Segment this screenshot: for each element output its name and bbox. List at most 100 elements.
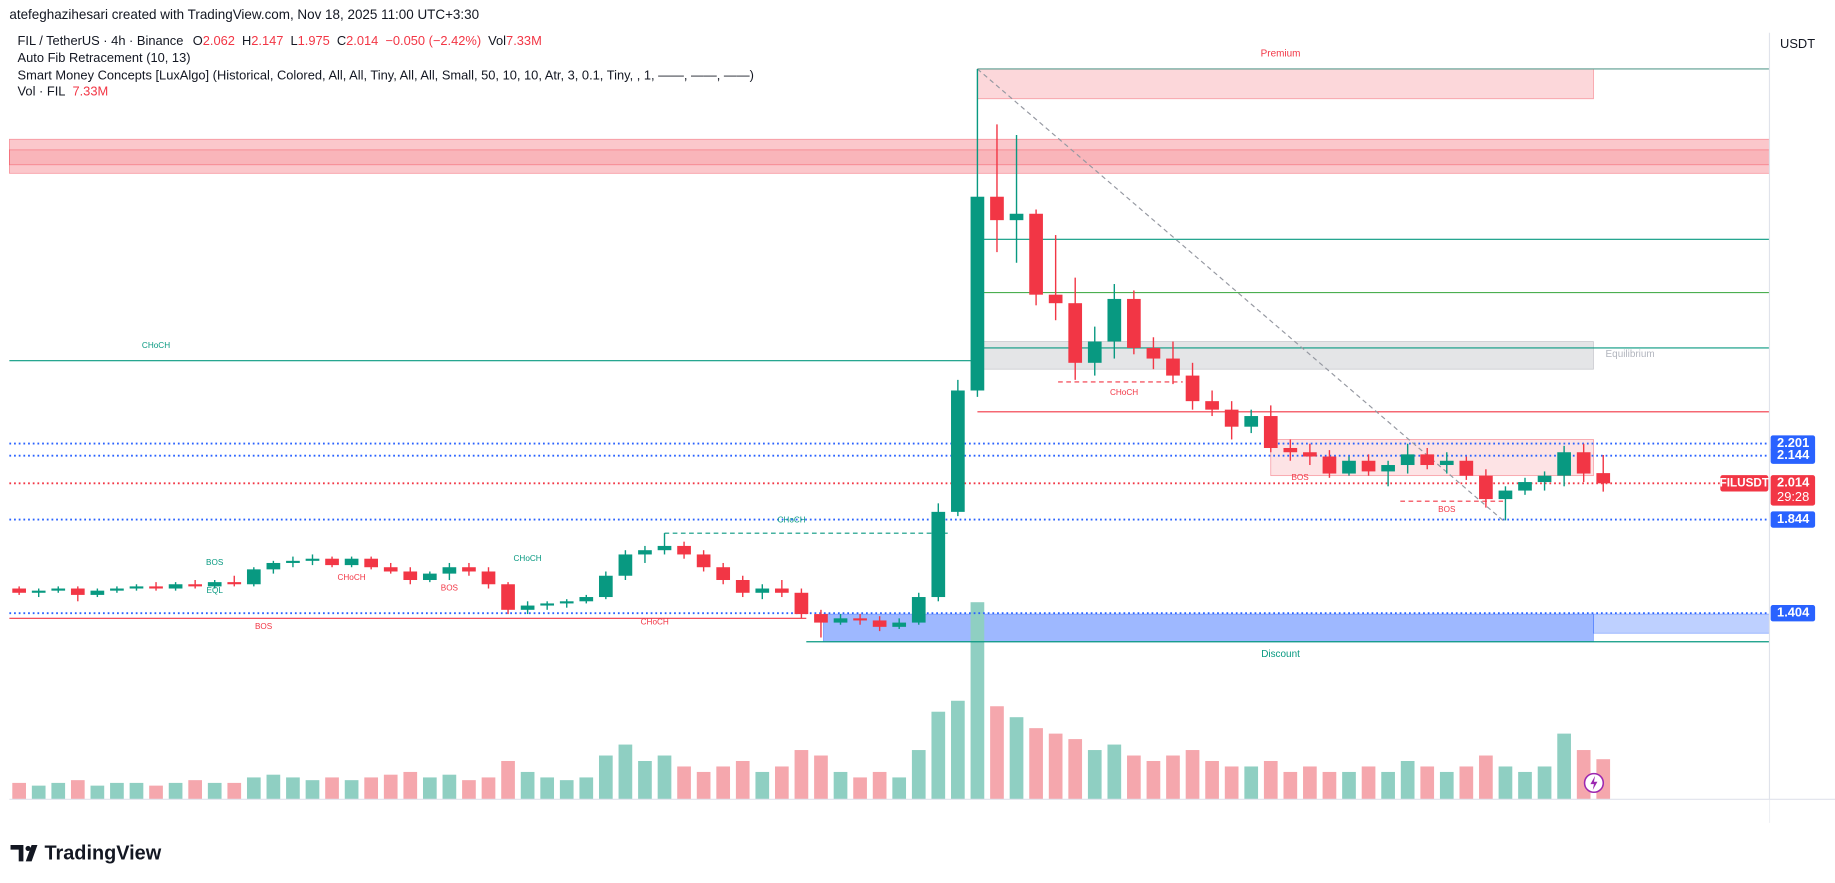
- vol-name: Vol · FIL: [18, 84, 66, 99]
- candle-body: [1498, 490, 1513, 500]
- volume-bar: [1283, 771, 1298, 800]
- volume-bar: [1303, 766, 1317, 800]
- volume-bar: [540, 777, 555, 800]
- candle-body: [892, 622, 907, 627]
- candle-body: [168, 584, 183, 589]
- candle-body: [149, 586, 163, 589]
- candle-body: [1459, 460, 1474, 476]
- price-label: 1.844: [1777, 511, 1810, 526]
- candle-body: [1400, 454, 1415, 466]
- price-label-box: [1770, 605, 1816, 622]
- candle-body: [422, 573, 437, 581]
- candle-body: [1576, 452, 1591, 474]
- volume-bar: [1127, 755, 1141, 800]
- volume-bar: [579, 777, 594, 800]
- candle-body: [442, 567, 457, 574]
- volume-bar: [1342, 771, 1356, 800]
- volume-bar: [286, 777, 300, 800]
- volume-bar: [559, 780, 574, 800]
- candle-body: [325, 558, 339, 566]
- candle-body: [1029, 213, 1043, 295]
- volume-bar: [364, 777, 379, 800]
- indicator: Auto Fib Retracement (10, 13): [18, 50, 191, 65]
- volume-bar: [892, 777, 907, 800]
- annotation: BOS: [1291, 473, 1309, 482]
- volume-bar: [1498, 766, 1513, 800]
- candle-body: [618, 554, 633, 576]
- candle-body: [1263, 416, 1278, 448]
- candle-body: [853, 618, 867, 621]
- candles: [12, 68, 1611, 638]
- candle-body: [1322, 456, 1337, 474]
- price-label: 2.014: [1777, 475, 1810, 490]
- volume-bar: [814, 755, 828, 800]
- annotation: BOS: [441, 584, 459, 593]
- volume-bar: [1479, 755, 1493, 800]
- volume-bar: [422, 777, 437, 800]
- volume-bar: [1557, 733, 1571, 800]
- volume-bar: [501, 760, 515, 800]
- annotation: CHoCH: [142, 341, 170, 350]
- candle-body: [462, 567, 476, 572]
- candle-body: [110, 588, 124, 591]
- zone: [977, 68, 1594, 100]
- candle-body: [598, 575, 613, 598]
- annotation: Premium: [1261, 49, 1301, 60]
- candle-body: [638, 550, 652, 555]
- candle-body: [188, 584, 202, 587]
- price-label: 2.144: [1777, 447, 1810, 462]
- price-axis: [1769, 32, 1835, 823]
- candle-body: [1596, 473, 1611, 484]
- countdown: 29:28: [1777, 489, 1809, 504]
- volume-bar: [149, 785, 163, 800]
- volume-bar: [462, 780, 476, 800]
- candle-body: [1166, 358, 1180, 376]
- candle-body: [1068, 303, 1083, 363]
- h-key: H: [242, 34, 251, 49]
- zone: [1593, 613, 1770, 634]
- volume-bar: [657, 755, 672, 800]
- price-label: 1.404: [1777, 605, 1810, 620]
- candle-body: [990, 196, 1004, 221]
- candle-body: [1087, 341, 1102, 363]
- volume: [12, 602, 1611, 800]
- candle-body: [520, 605, 535, 610]
- volume-bar: [1361, 766, 1376, 800]
- volume-bar: [12, 782, 26, 800]
- vol-key: Vol: [488, 34, 506, 49]
- annotation: BOS: [1438, 505, 1456, 514]
- volume-bar: [638, 760, 652, 800]
- candle-body: [51, 588, 66, 591]
- candle-body: [677, 545, 691, 555]
- candle-body: [1479, 475, 1493, 500]
- volume-legend: Vol · FIL 7.33M: [18, 84, 109, 99]
- change: −0.050 (−2.42%): [385, 34, 481, 49]
- currency: USDT: [1780, 36, 1815, 51]
- volume-bar: [305, 780, 320, 800]
- price-label-box: [1770, 475, 1816, 506]
- price-label-box: [1770, 511, 1816, 528]
- candle-body: [735, 580, 750, 593]
- volume-bar: [1420, 766, 1435, 800]
- annotation: BOS: [255, 622, 273, 631]
- volume-bar: [1381, 771, 1395, 800]
- volume-bar: [481, 777, 496, 800]
- candle-body: [227, 582, 242, 585]
- volume-bar: [207, 782, 222, 800]
- volume-bar: [598, 755, 613, 800]
- volume-bar: [1166, 755, 1180, 800]
- candle-body: [1381, 465, 1395, 472]
- candle-body: [1283, 447, 1298, 453]
- annotation: BOS: [206, 558, 224, 567]
- candle-body: [931, 511, 946, 598]
- candle-body: [31, 590, 46, 593]
- candle-body: [657, 545, 672, 551]
- candle-body: [1224, 409, 1239, 427]
- volume-bar: [90, 785, 105, 800]
- candle-body: [970, 196, 985, 391]
- volume-bar: [1244, 766, 1259, 800]
- volume-bar: [1009, 717, 1024, 800]
- volume-bar: [1029, 728, 1043, 800]
- candle-body: [501, 584, 515, 610]
